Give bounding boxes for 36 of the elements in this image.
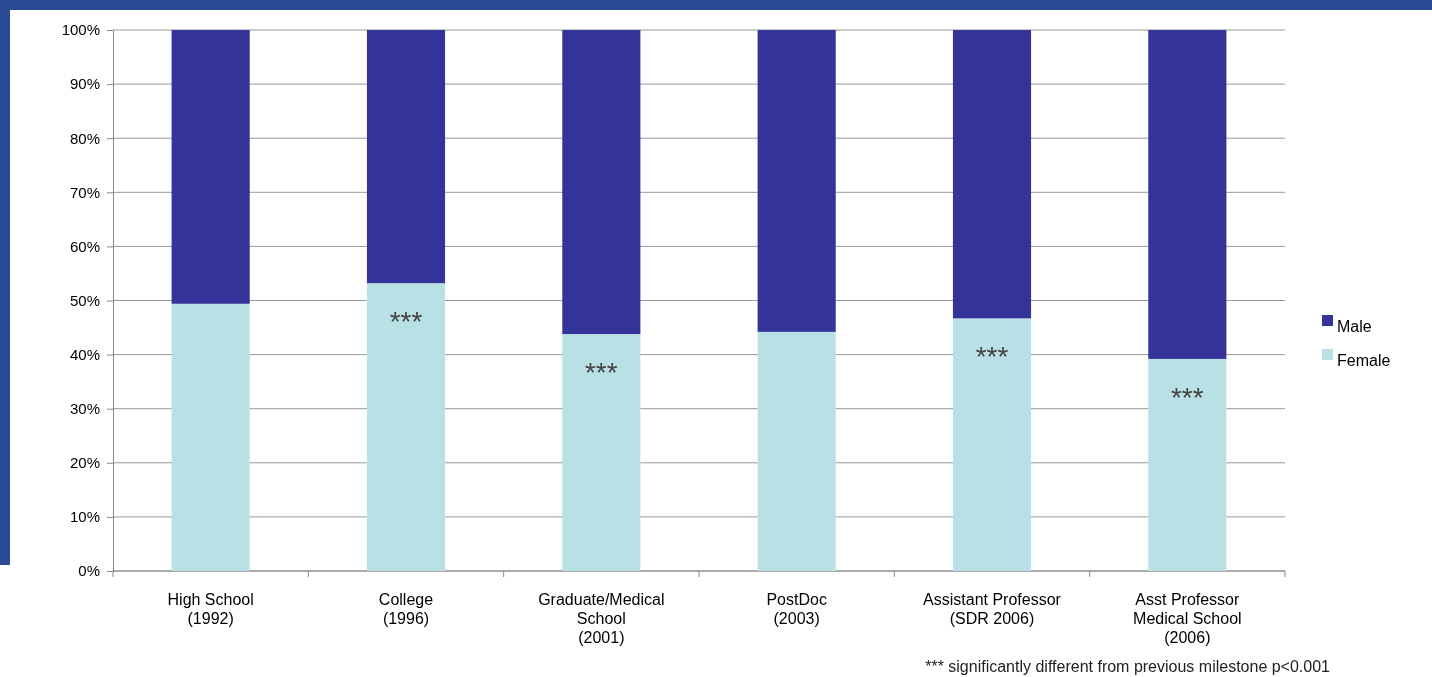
annotation: *** — [584, 357, 618, 389]
y-tick-label: 70% — [69, 183, 100, 201]
y-tick-label: 10% — [69, 508, 100, 526]
x-tick-label: Assistant Professor (SDR 2006) — [923, 591, 1062, 627]
bar — [366, 30, 446, 284]
legend-label: Female — [1337, 352, 1391, 369]
x-tick-label: PostDoc (2003) — [766, 591, 827, 627]
y-tick-label: 80% — [69, 129, 100, 147]
y-tick-label: 100% — [61, 21, 100, 39]
bar — [171, 30, 250, 304]
bar — [952, 318, 1032, 571]
x-tick-label: Graduate/Medical School (2001) — [538, 591, 665, 646]
bar — [757, 331, 836, 571]
bar — [757, 30, 836, 332]
y-tick-label: 40% — [69, 345, 100, 363]
legend-label: Male — [1337, 318, 1372, 335]
annotation: *** — [975, 341, 1009, 373]
y-tick-label: 20% — [69, 454, 100, 472]
y-tick-label: 90% — [69, 75, 100, 93]
y-tick-label: 60% — [69, 237, 100, 255]
y-tick-label: 0% — [78, 562, 100, 580]
bar — [1148, 358, 1227, 571]
y-tick-label: 50% — [69, 291, 100, 309]
annotation: *** — [1170, 381, 1204, 413]
bar — [562, 334, 641, 571]
text: *** significantly different from previous milestone p<0.001 — [925, 658, 1331, 675]
y-tick-label: 30% — [69, 400, 100, 417]
bar — [562, 30, 641, 335]
x-tick-label: Asst Professor Medical School (2006) — [1133, 591, 1242, 646]
bar — [1148, 30, 1227, 359]
bar — [952, 30, 1032, 319]
x-tick-label: High School (1992) — [167, 591, 254, 627]
annotation: *** — [389, 306, 423, 338]
bar — [366, 283, 446, 571]
x-tick-label: College (1996) — [378, 591, 434, 627]
bar — [171, 303, 250, 571]
